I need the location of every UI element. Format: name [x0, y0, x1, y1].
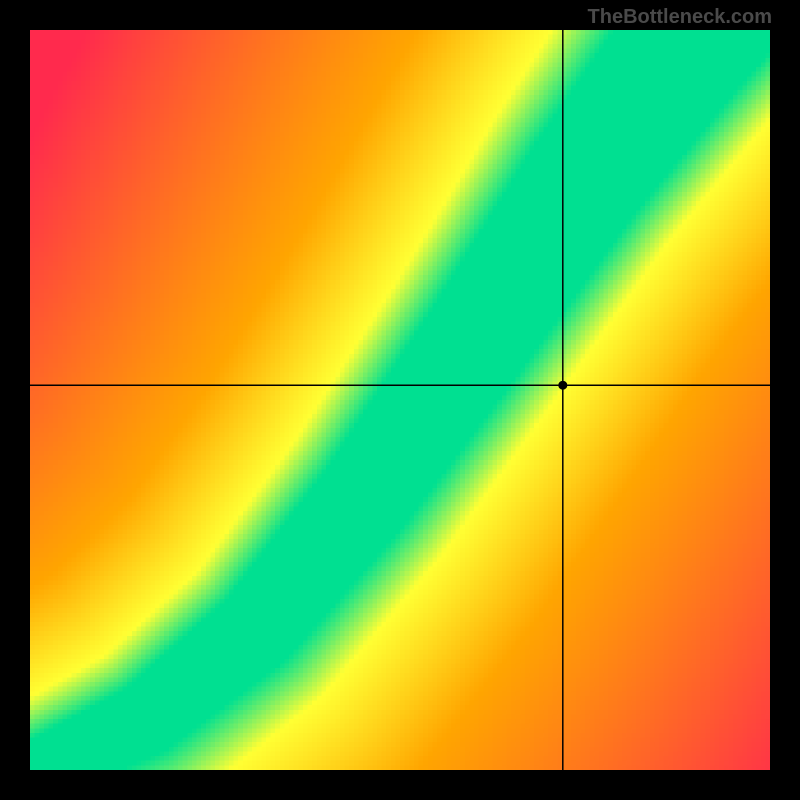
bottleneck-heatmap [30, 30, 770, 770]
chart-container: TheBottleneck.com [0, 0, 800, 800]
watermark-text: TheBottleneck.com [588, 6, 772, 29]
